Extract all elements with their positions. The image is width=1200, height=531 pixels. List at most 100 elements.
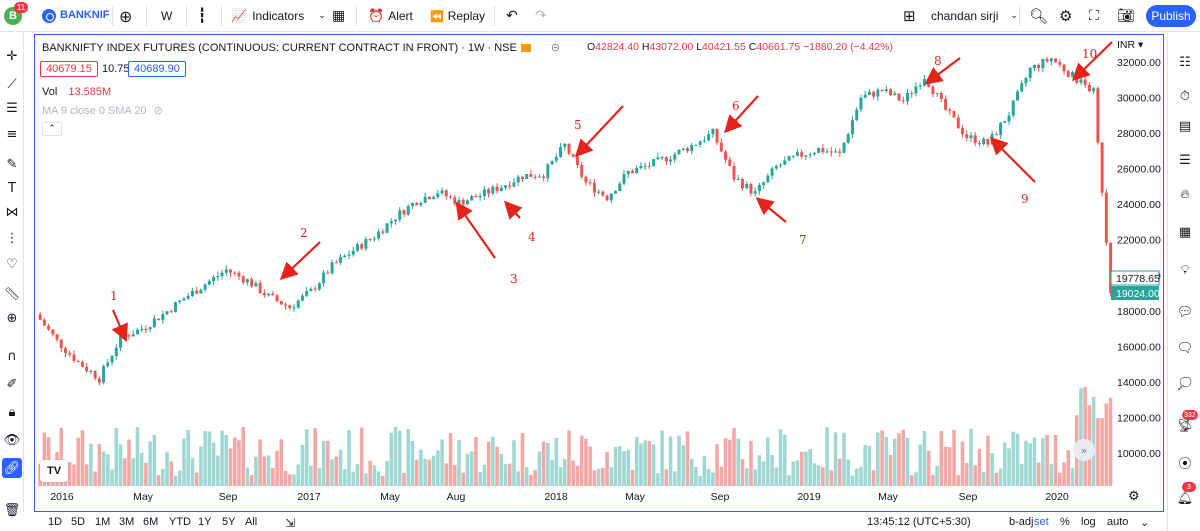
range-1m-button[interactable]: 1M: [95, 516, 111, 528]
currency-label[interactable]: INR ▾: [1117, 39, 1144, 51]
annotation-number[interactable]: 5: [574, 118, 582, 132]
alert-button[interactable]: ⏰ Alert: [368, 7, 413, 25]
minus-circle-icon[interactable]: ⊝: [550, 41, 561, 54]
annotation-number[interactable]: 8: [934, 54, 942, 68]
magnet-icon[interactable]: ∩: [7, 348, 17, 364]
clock-timezone[interactable]: 13:45:12 (UTC+5:30): [867, 516, 971, 528]
auto-scale-toggle[interactable]: auto: [1107, 516, 1129, 528]
fullscreen-button[interactable]: ⛶: [1089, 7, 1099, 25]
interval-button[interactable]: W: [161, 9, 173, 23]
annotation-arrow[interactable]: [279, 241, 321, 281]
layouts-button[interactable]: ▦: [332, 7, 345, 25]
zoom-in-icon[interactable]: ⊕: [6, 310, 18, 326]
annotation-arrow[interactable]: [724, 95, 759, 134]
annotation-number[interactable]: 10: [1082, 47, 1097, 61]
volume-bar: [571, 460, 576, 486]
percent-scale-toggle[interactable]: %: [1060, 516, 1070, 528]
horizontal-lines-icon[interactable]: ☰: [6, 100, 18, 116]
volume-bar: [897, 433, 901, 486]
trash-icon[interactable]: 🗑︎: [3, 502, 21, 518]
annotation-arrow[interactable]: [1071, 41, 1113, 82]
snapshot-button[interactable]: 📷︎: [1117, 7, 1135, 25]
b-adj-toggle[interactable]: b-adj: [1009, 516, 1034, 528]
trend-line-icon[interactable]: ⟋: [7, 76, 17, 92]
annotation-number[interactable]: 9: [1021, 192, 1029, 206]
annotation-arrow[interactable]: [111, 309, 128, 343]
range-1d-button[interactable]: 1D: [48, 516, 63, 528]
fib-retracement-icon[interactable]: ≡: [6, 126, 18, 142]
quick-search-button[interactable]: 🔍︎: [1029, 7, 1048, 25]
symbol-search[interactable]: BANKNIF: [60, 9, 110, 21]
news-icon[interactable]: ▤: [1178, 118, 1192, 134]
ideas-lightbulb-icon[interactable]: 💡︎: [1180, 262, 1190, 278]
watchlist-icon[interactable]: ☷: [1179, 54, 1191, 70]
range-5d-button[interactable]: 5D: [71, 516, 86, 528]
publish-button[interactable]: Publish: [1146, 5, 1196, 27]
redo-button[interactable]: ↷: [535, 7, 547, 25]
calendar-icon[interactable]: ▦: [1178, 224, 1192, 240]
lock-icon[interactable]: 🔒︎: [8, 404, 16, 420]
annotation-arrow[interactable]: [755, 197, 787, 223]
eye-hidden-icon[interactable]: ⊘: [153, 104, 163, 117]
range-6m-button[interactable]: 6M: [143, 516, 159, 528]
prediction-icon[interactable]: ⋮: [5, 230, 19, 246]
heart-icon[interactable]: ♡: [6, 256, 18, 272]
chats-icon[interactable]: 💬︎: [1176, 304, 1194, 320]
link-icon[interactable]: 🔗︎: [2, 458, 22, 478]
settings-button[interactable]: ⚙: [1059, 7, 1072, 25]
annotation-arrow[interactable]: [504, 200, 523, 220]
volume-bar: [491, 436, 495, 486]
pattern-icon[interactable]: ⋈: [5, 204, 19, 220]
broadcast-icon[interactable]: ⦿: [1178, 456, 1192, 472]
indicators-button[interactable]: 📈 Indicators ⌄: [231, 7, 326, 25]
annotation-number[interactable]: 4: [528, 230, 536, 244]
notifications-bell-icon[interactable]: 🔔︎: [1176, 490, 1194, 506]
undo-button[interactable]: ↶: [506, 7, 518, 25]
chevron-down-icon[interactable]: ⌄: [1140, 516, 1150, 529]
chart-settings-gear-icon[interactable]: ⚙: [1128, 489, 1140, 504]
eye-icon[interactable]: 👁︎: [3, 432, 21, 448]
alerts-clock-icon[interactable]: ⏱: [1179, 88, 1191, 104]
brush-icon[interactable]: ✎: [6, 156, 18, 172]
range-5y-button[interactable]: 5Y: [222, 516, 236, 528]
sell-price-button[interactable]: 40679.15: [40, 61, 98, 77]
crosshair-icon[interactable]: ✛: [6, 48, 18, 64]
go-to-date-icon[interactable]: ⇲: [285, 516, 296, 530]
text-tool-icon[interactable]: T: [8, 180, 16, 196]
annotation-number[interactable]: 7: [799, 233, 807, 247]
volume-bar: [816, 465, 821, 486]
replay-button[interactable]: ⏪ Replay: [430, 7, 485, 25]
layout-name-button[interactable]: chandan sirji ⌄: [931, 7, 1018, 25]
scroll-to-realtime-button[interactable]: »: [1073, 439, 1095, 461]
data-window-icon[interactable]: ☰: [1179, 152, 1191, 168]
chart-type-button[interactable]: ┇: [198, 7, 206, 25]
collapse-legend-button[interactable]: ⌃: [42, 122, 62, 136]
annotation-number[interactable]: 2: [300, 226, 308, 240]
annotation-number[interactable]: 3: [510, 272, 518, 286]
compare-add-symbol-button[interactable]: ⊕: [119, 7, 132, 26]
candle-body: [800, 152, 804, 157]
buy-price-button[interactable]: 40689.90: [128, 61, 186, 77]
annotation-arrow[interactable]: [574, 105, 624, 158]
streams-icon[interactable]: 🗨︎: [1176, 340, 1194, 356]
log-scale-toggle[interactable]: log: [1081, 516, 1096, 528]
annotation-arrow[interactable]: [924, 57, 961, 85]
ideas-stream-icon[interactable]: 📡︎: [1176, 418, 1194, 434]
range-ytd-button[interactable]: YTD: [169, 516, 191, 528]
annotation-arrow[interactable]: [455, 201, 496, 259]
ruler-icon[interactable]: 📏︎: [3, 286, 21, 302]
candle-body: [119, 333, 122, 348]
annotation-number[interactable]: 1: [110, 289, 118, 303]
chart-pane[interactable]: [34, 34, 1164, 512]
annotation-number[interactable]: 6: [732, 99, 740, 113]
hotlists-flame-icon[interactable]: 🔥︎: [1180, 186, 1190, 202]
range-all-button[interactable]: All: [245, 516, 258, 528]
range-3m-button[interactable]: 3M: [119, 516, 135, 528]
chat-bubbles-icon[interactable]: 💭︎: [1176, 376, 1194, 392]
stay-in-drawing-mode-icon[interactable]: ✐: [6, 376, 18, 392]
range-1y-button[interactable]: 1Y: [198, 516, 212, 528]
settlement-toggle[interactable]: set: [1034, 516, 1049, 528]
annotation-arrow[interactable]: [989, 136, 1036, 183]
layout-grid-button[interactable]: ⊞: [903, 7, 916, 25]
